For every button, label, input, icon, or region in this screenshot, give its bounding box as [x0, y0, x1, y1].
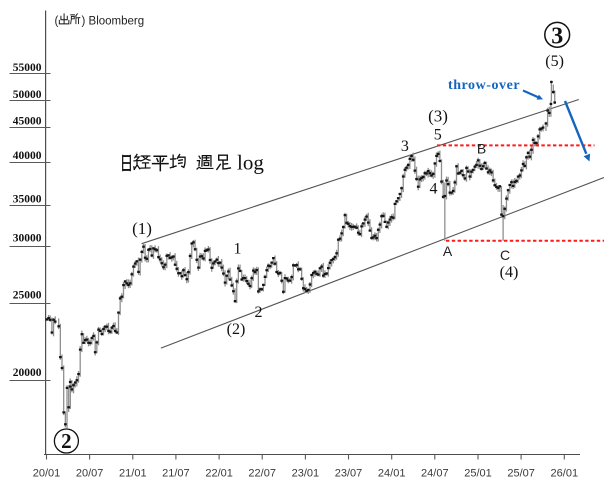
- svg-text:35000: 35000: [13, 193, 42, 205]
- svg-text:20/01: 20/01: [33, 468, 61, 480]
- svg-text:3: 3: [551, 23, 563, 49]
- svg-text:23/07: 23/07: [335, 468, 363, 480]
- svg-text:45000: 45000: [13, 115, 42, 127]
- svg-text:24/01: 24/01: [378, 468, 406, 480]
- svg-text:4: 4: [430, 180, 438, 197]
- svg-text:26/01: 26/01: [551, 468, 579, 480]
- svg-text:(4): (4): [500, 264, 519, 281]
- svg-text:2: 2: [61, 429, 72, 453]
- svg-text:C: C: [500, 247, 510, 263]
- svg-text:throw-over: throw-over: [448, 78, 520, 93]
- svg-text:) Bloomberg: ) Bloomberg: [82, 16, 145, 28]
- svg-text:25/07: 25/07: [507, 468, 535, 480]
- svg-text:(3): (3): [428, 106, 448, 125]
- svg-text:log: log: [237, 151, 264, 175]
- svg-text:(2): (2): [227, 321, 246, 338]
- svg-text:55000: 55000: [13, 62, 42, 74]
- svg-text:23/01: 23/01: [292, 468, 320, 480]
- svg-text:B: B: [477, 141, 486, 157]
- svg-text:5: 5: [434, 126, 442, 143]
- svg-text:40000: 40000: [13, 150, 42, 162]
- svg-text:(: (: [55, 16, 59, 28]
- svg-text:25/01: 25/01: [464, 468, 492, 480]
- svg-text:21/07: 21/07: [162, 468, 190, 480]
- svg-text:50000: 50000: [13, 89, 42, 101]
- svg-text:2: 2: [255, 304, 263, 321]
- svg-text:21/01: 21/01: [119, 468, 147, 480]
- svg-text:A: A: [443, 243, 453, 259]
- svg-text:30000: 30000: [13, 233, 42, 245]
- svg-text:22/07: 22/07: [248, 468, 276, 480]
- svg-text:(5): (5): [545, 53, 564, 70]
- svg-text:22/01: 22/01: [205, 468, 233, 480]
- svg-text:(1): (1): [132, 219, 152, 238]
- svg-text:20/07: 20/07: [76, 468, 104, 480]
- svg-text:1: 1: [234, 241, 242, 258]
- svg-text:3: 3: [401, 138, 409, 155]
- svg-text:24/07: 24/07: [421, 468, 449, 480]
- svg-text:25000: 25000: [13, 290, 42, 302]
- svg-text:20000: 20000: [13, 367, 42, 379]
